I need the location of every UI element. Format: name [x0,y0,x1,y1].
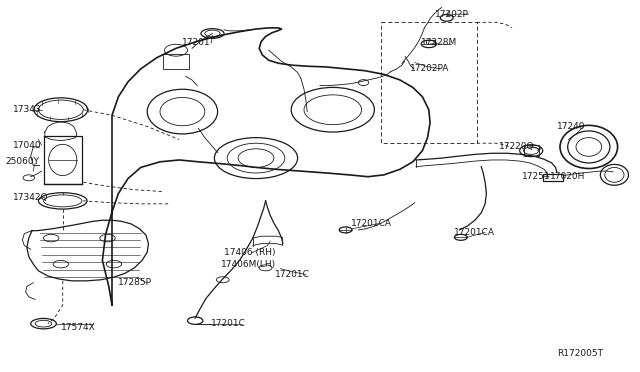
Text: 17201CA: 17201CA [454,228,495,237]
Text: 17406 (RH): 17406 (RH) [224,248,275,257]
Text: R172005T: R172005T [557,349,603,358]
Text: 17201C: 17201C [211,319,246,328]
Text: 17251: 17251 [522,172,550,181]
Text: 17574X: 17574X [61,323,95,332]
Text: 17342Q: 17342Q [13,193,48,202]
Bar [524,145,539,156]
Text: 17240: 17240 [557,122,586,131]
Text: 17020H: 17020H [550,172,586,181]
Text: 17201: 17201 [182,38,211,47]
Text: 17202PA: 17202PA [410,64,449,73]
Text: 17228M: 17228M [421,38,458,47]
Bar [543,174,563,181]
Text: 17040: 17040 [13,141,42,150]
Text: 17201C: 17201C [275,270,310,279]
Text: 17285P: 17285P [118,278,152,287]
Text: 25060Y: 25060Y [5,157,39,166]
Text: 17202P: 17202P [435,10,469,19]
Text: 17220Q: 17220Q [499,142,534,151]
Text: 17343: 17343 [13,105,42,114]
Text: 17406M(LH): 17406M(LH) [221,260,276,269]
Bar [426,40,435,44]
Text: 17201CA: 17201CA [351,219,392,228]
